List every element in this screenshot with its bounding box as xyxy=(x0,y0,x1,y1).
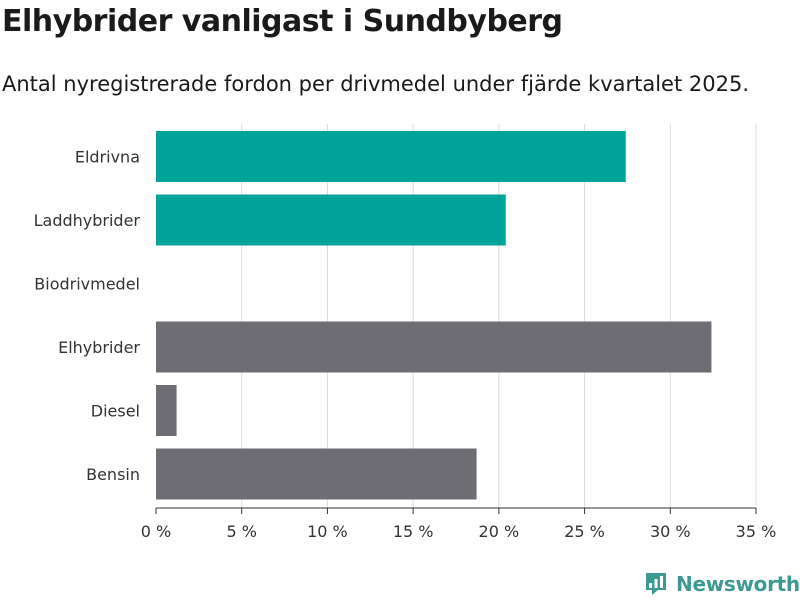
x-tick-label: 35 % xyxy=(736,522,777,541)
x-tick-label: 5 % xyxy=(226,522,256,541)
bar xyxy=(156,131,626,182)
category-label: Eldrivna xyxy=(75,148,140,167)
x-tick-label: 0 % xyxy=(141,522,171,541)
category-label: Elhybrider xyxy=(58,338,140,357)
bar xyxy=(156,448,477,500)
newsworthy-logo-text: Newsworthy xyxy=(676,572,800,596)
category-label: Biodrivmedel xyxy=(34,275,140,294)
chart-title: Elhybrider vanligast i Sundbyberg xyxy=(2,4,563,39)
x-tick-label: 10 % xyxy=(307,522,348,541)
x-tick-label: 20 % xyxy=(479,522,520,541)
x-axis-ticks: 0 % 5 % 10 % 15 % 20 % 25 % 30 % 35 % xyxy=(141,508,777,541)
x-tick-label: 30 % xyxy=(650,522,691,541)
category-label: Diesel xyxy=(91,402,140,421)
category-labels: Eldrivna Laddhybrider Biodrivmedel Elhybrid… xyxy=(34,148,141,485)
chart-subtitle: Antal nyregistrerade fordon per drivmede… xyxy=(2,72,750,96)
category-label: Bensin xyxy=(86,465,140,484)
category-label: Laddhybrider xyxy=(34,211,141,230)
newsworthy-logo-icon xyxy=(646,573,666,595)
newsworthy-logo: Newsworthy xyxy=(644,568,800,600)
bar xyxy=(156,385,177,436)
bars xyxy=(156,131,712,500)
bar xyxy=(156,321,712,373)
x-tick-label: 15 % xyxy=(393,522,434,541)
x-tick-label: 25 % xyxy=(564,522,605,541)
gridlines xyxy=(241,124,757,508)
bar xyxy=(156,194,506,246)
